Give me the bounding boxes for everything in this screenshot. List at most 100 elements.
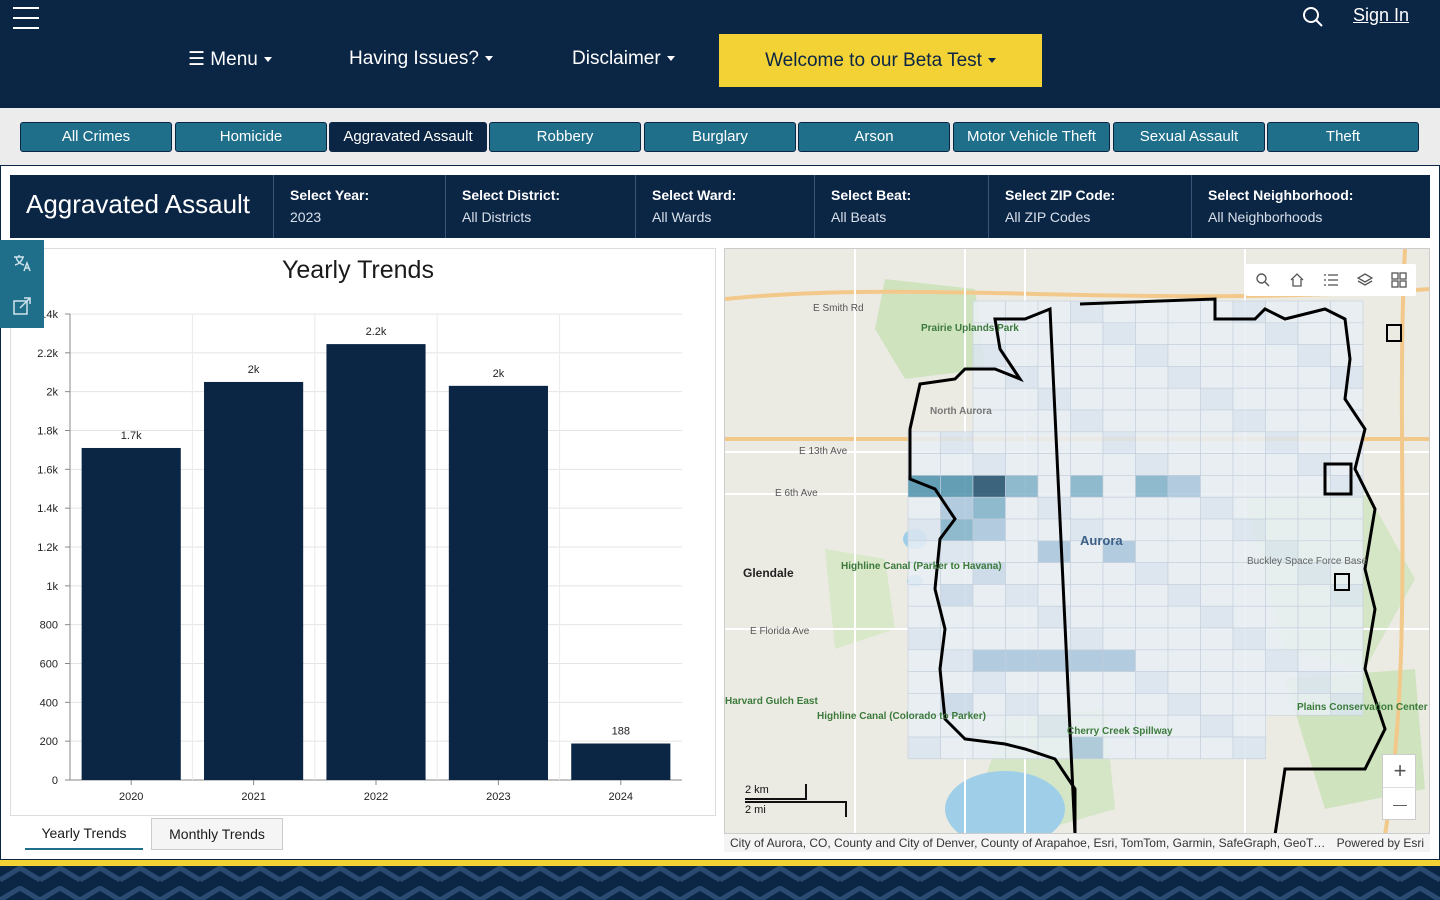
heat-cell[interactable] (1135, 540, 1169, 563)
heat-cell[interactable] (1232, 518, 1266, 542)
heat-cell[interactable] (1200, 562, 1234, 585)
heat-cell[interactable] (1200, 344, 1234, 367)
heat-cell[interactable] (1232, 649, 1266, 672)
heat-cell[interactable] (1070, 605, 1104, 629)
heat-cell[interactable] (1265, 693, 1299, 716)
heat-cell[interactable] (1070, 453, 1104, 476)
heat-cell[interactable] (1167, 322, 1201, 345)
heat-cell[interactable] (1037, 475, 1071, 498)
heat-cell[interactable] (1005, 649, 1039, 672)
heat-cell[interactable] (1265, 322, 1299, 345)
heat-cell[interactable] (907, 453, 941, 476)
heat-cell[interactable] (1330, 671, 1364, 694)
heat-cell[interactable] (940, 496, 974, 520)
powered-by-esri[interactable]: Powered by Esri (1336, 836, 1424, 850)
heat-cell[interactable] (1200, 431, 1234, 454)
tab-robbery[interactable]: Robbery (489, 122, 641, 152)
heat-cell[interactable] (1265, 671, 1299, 694)
heat-cell[interactable] (1330, 649, 1364, 672)
heat-cell[interactable] (1135, 300, 1169, 324)
heat-cell[interactable] (1167, 605, 1201, 629)
select-beat[interactable]: Select Beat: All Beats (814, 175, 988, 238)
tab-aggravated-assault[interactable]: Aggravated Assault (329, 122, 487, 152)
heat-cell[interactable] (1135, 649, 1169, 672)
heat-cell[interactable] (1102, 671, 1136, 694)
heat-cell[interactable] (1330, 496, 1364, 520)
heat-cell[interactable] (1070, 387, 1104, 411)
heat-cell[interactable] (1265, 344, 1299, 367)
heat-cell[interactable] (1200, 736, 1234, 760)
heat-cell[interactable] (1135, 344, 1169, 367)
heat-cell[interactable] (1102, 431, 1136, 454)
heat-cell[interactable] (1135, 322, 1169, 345)
heat-cell[interactable] (1070, 344, 1104, 367)
heat-cell[interactable] (940, 453, 974, 476)
heat-cell[interactable] (1297, 627, 1331, 651)
select-year[interactable]: Select Year: 2023 (273, 175, 445, 238)
heat-cell[interactable] (1200, 540, 1234, 563)
heat-cell[interactable] (1167, 344, 1201, 367)
heat-cell[interactable] (972, 605, 1006, 629)
heat-cell[interactable] (1200, 518, 1234, 542)
heat-cell[interactable] (1200, 453, 1234, 476)
heat-cell[interactable] (1070, 584, 1104, 607)
heat-cell[interactable] (1297, 496, 1331, 520)
heat-cell[interactable] (1265, 605, 1299, 629)
heat-cell[interactable] (940, 649, 974, 672)
heat-cell[interactable] (907, 540, 941, 563)
heat-cell[interactable] (1037, 714, 1071, 738)
beta-test-dropdown[interactable]: Welcome to our Beta Test (719, 34, 1042, 87)
heat-cell[interactable] (1037, 322, 1071, 345)
legend-list-icon[interactable] (1314, 264, 1348, 296)
tab-monthly-trends[interactable]: Monthly Trends (151, 818, 283, 850)
heat-cell[interactable] (1265, 475, 1299, 498)
heat-cell[interactable] (1102, 584, 1136, 607)
heat-cell[interactable] (940, 671, 974, 694)
heat-cell[interactable] (1005, 693, 1039, 716)
crime-map[interactable]: E Smith Rd Prairie Uplands Park North Au… (724, 248, 1430, 834)
heat-cell[interactable] (1005, 518, 1039, 542)
heat-cell[interactable] (1232, 736, 1266, 760)
tab-sexual-assault[interactable]: Sexual Assault (1113, 122, 1265, 152)
heat-cell[interactable] (1135, 475, 1169, 498)
heat-cell[interactable] (1070, 409, 1104, 433)
heat-cell[interactable] (1037, 562, 1071, 585)
heat-cell[interactable] (1102, 453, 1136, 476)
heat-cell[interactable] (972, 627, 1006, 651)
heat-cell[interactable] (907, 605, 941, 629)
heat-cell[interactable] (1167, 366, 1201, 389)
map-search-icon[interactable] (1246, 264, 1280, 296)
tab-burglary[interactable]: Burglary (644, 122, 796, 152)
heat-cell[interactable] (1167, 300, 1201, 324)
heat-cell[interactable] (1102, 496, 1136, 520)
heat-cell[interactable] (1265, 496, 1299, 520)
search-icon[interactable] (1302, 6, 1324, 28)
heat-cell[interactable] (1200, 366, 1234, 389)
heat-cell[interactable] (1005, 475, 1039, 498)
heat-cell[interactable] (1037, 344, 1071, 367)
heat-cell[interactable] (972, 475, 1006, 498)
heat-cell[interactable] (1167, 431, 1201, 454)
heat-cell[interactable] (1265, 627, 1299, 651)
heat-cell[interactable] (1070, 496, 1104, 520)
heat-cell[interactable] (1232, 475, 1266, 498)
heat-cell[interactable] (1200, 671, 1234, 694)
heat-cell[interactable] (1232, 344, 1266, 367)
heat-cell[interactable] (1232, 387, 1266, 411)
menu-dropdown[interactable]: ☰ Menu (188, 48, 272, 71)
heat-cell[interactable] (1102, 409, 1136, 433)
heat-cell[interactable] (1070, 693, 1104, 716)
heat-cell[interactable] (1102, 562, 1136, 585)
heat-cell[interactable] (1102, 475, 1136, 498)
heat-cell[interactable] (1297, 322, 1331, 345)
heat-cell[interactable] (1070, 627, 1104, 651)
basemap-gallery-icon[interactable] (1382, 264, 1416, 296)
heat-cell[interactable] (1167, 518, 1201, 542)
heat-cell[interactable] (1330, 344, 1364, 367)
heat-cell[interactable] (1135, 693, 1169, 716)
heat-cell[interactable] (1070, 431, 1104, 454)
heat-cell[interactable] (1005, 714, 1039, 738)
heat-cell[interactable] (1330, 300, 1364, 324)
layers-icon[interactable] (1348, 264, 1382, 296)
heat-cell[interactable] (1005, 671, 1039, 694)
